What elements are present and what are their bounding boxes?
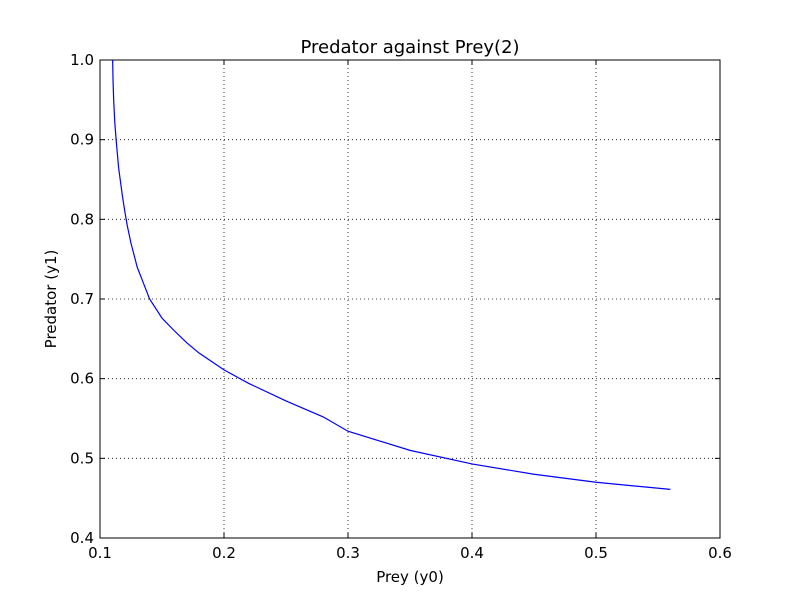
x-tick-label: 0.2 xyxy=(212,544,236,562)
x-axis-title: Prey (y0) xyxy=(376,568,444,586)
y-tick-label: 0.9 xyxy=(70,131,94,149)
x-tick-label: 0.4 xyxy=(460,544,484,562)
y-axis-title: Predator (y1) xyxy=(42,250,60,349)
y-tick-label: 0.6 xyxy=(70,370,94,388)
y-tick-label: 1.0 xyxy=(70,51,94,69)
x-tick-label: 0.6 xyxy=(708,544,732,562)
y-tick-labels: 0.4 0.5 0.6 0.7 0.8 0.9 1.0 xyxy=(70,51,94,547)
y-tick-label: 0.5 xyxy=(70,449,94,467)
grid-lines xyxy=(100,60,720,538)
x-tick-label: 0.3 xyxy=(336,544,360,562)
chart-title: Predator against Prey(2) xyxy=(300,37,519,58)
x-tick-label: 0.1 xyxy=(88,544,112,562)
x-tick-labels: 0.1 0.2 0.3 0.4 0.5 0.6 xyxy=(88,544,732,562)
y-tick-label: 0.8 xyxy=(70,210,94,228)
y-tick-label: 0.7 xyxy=(70,290,94,308)
y-tick-label: 0.4 xyxy=(70,529,94,547)
series-line xyxy=(112,59,671,490)
axis-ticks xyxy=(99,59,721,539)
x-tick-label: 0.5 xyxy=(584,544,608,562)
series-layer xyxy=(112,59,671,490)
